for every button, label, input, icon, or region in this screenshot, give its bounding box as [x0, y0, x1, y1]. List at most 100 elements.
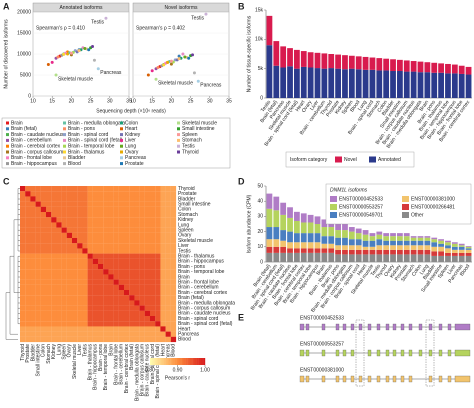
legend-swatch: [177, 127, 180, 131]
heat-cell: [139, 186, 145, 192]
heat-cell: [113, 316, 119, 322]
exon: [376, 375, 381, 383]
heat-cell: [124, 331, 130, 337]
heat-cell: [61, 222, 67, 228]
bar-segment: [369, 249, 376, 255]
row-label: Brain - temporal lobe: [178, 269, 225, 275]
bar-segment: [410, 71, 417, 98]
heat-cell: [56, 321, 62, 327]
heat-cell: [66, 243, 73, 249]
heat-cell: [77, 284, 83, 291]
heat-cell: [56, 336, 62, 343]
heat-cell: [92, 284, 99, 291]
heat-cell: [165, 279, 171, 285]
exon: [321, 323, 326, 331]
bar-segment: [424, 62, 431, 73]
column-label: Brain - hippocampus: [93, 344, 99, 390]
bar-segment: [294, 68, 300, 98]
heat-cell: [165, 336, 171, 343]
heat-cell: [56, 269, 62, 275]
heat-cell: [165, 201, 171, 207]
bar-segment: [369, 233, 376, 237]
heat-cell: [118, 191, 125, 197]
colorbar-step: [185, 358, 188, 365]
exon: [428, 323, 433, 331]
heat-cell: [51, 238, 57, 244]
bar-segment: [424, 240, 431, 246]
heat-cell: [108, 212, 114, 218]
heat-cell: [72, 191, 78, 197]
heat-cell: [129, 316, 135, 322]
heat-cell: [72, 295, 78, 301]
heat-cell: [134, 300, 140, 306]
column-label: Ovary: [67, 344, 73, 358]
heat-cell: [61, 264, 67, 270]
bar-segment: [287, 217, 293, 232]
heat-cell: [165, 212, 171, 218]
heat-cell: [20, 238, 26, 244]
heat-cell: [124, 232, 130, 239]
heat-cell: [103, 336, 109, 343]
heat-cell: [103, 212, 109, 218]
heat-cell: [35, 201, 41, 207]
heat-cell: [72, 331, 78, 337]
heat-cell: [30, 212, 36, 218]
colorbar-step: [158, 358, 160, 365]
heat-cell: [66, 253, 73, 259]
bar-segment: [321, 227, 328, 237]
heat-cell: [139, 279, 145, 285]
heat-cell: [144, 196, 151, 202]
heat-cell: [165, 206, 171, 213]
colorbar-step: [155, 358, 158, 365]
heat-cell: [82, 253, 88, 259]
heat-cell: [150, 222, 156, 228]
row-label: Lung: [178, 222, 189, 228]
heat-cell: [20, 217, 26, 223]
heat-cell: [66, 300, 73, 306]
bar-segment: [424, 254, 431, 262]
heat-cell: [35, 258, 41, 265]
heat-cell: [40, 290, 47, 296]
heat-cell: [124, 321, 130, 327]
exon: [392, 323, 397, 331]
heat-cell: [124, 336, 130, 343]
heat-cell: [66, 264, 73, 270]
heat-cell: [118, 305, 125, 311]
heat-cell: [118, 326, 125, 332]
heat-cell: [144, 274, 151, 280]
heat-cell: [40, 300, 47, 306]
legend-label: Bladder: [68, 155, 86, 161]
bar-segment: [273, 65, 280, 98]
heat-cell: [129, 201, 135, 207]
heat-cell: [82, 186, 88, 192]
legend-swatch: [6, 162, 9, 166]
heat-cell: [20, 326, 26, 332]
exon: [392, 375, 397, 383]
heat-cell: [170, 300, 177, 306]
bar-segment: [390, 254, 396, 262]
heat-cell: [82, 290, 88, 296]
heat-cell: [155, 321, 161, 327]
bar-segment: [307, 67, 314, 98]
heat-cell: [160, 186, 166, 192]
legend-label: Annotated: [378, 157, 401, 163]
heat-cell: [108, 201, 114, 207]
legend-swatch: [177, 121, 180, 125]
bar-segment: [417, 237, 424, 241]
heat-cell: [46, 248, 52, 254]
heat-cell: [113, 243, 119, 249]
heat-cell: [150, 243, 156, 249]
heat-cell: [87, 310, 93, 317]
bar-segment: [465, 252, 472, 256]
legend-label: ENST00000381000: [411, 196, 455, 202]
row-label: Ovary: [178, 233, 192, 239]
heat-cell: [66, 321, 73, 327]
bar-segment: [417, 254, 424, 262]
legend-swatch: [330, 196, 337, 202]
exon: [358, 375, 363, 383]
heat-cell: [98, 305, 104, 311]
heat-cell: [139, 217, 145, 223]
bar-segment: [438, 72, 444, 98]
heat-cell: [20, 196, 26, 202]
y-tick-label: 10k: [255, 37, 264, 43]
